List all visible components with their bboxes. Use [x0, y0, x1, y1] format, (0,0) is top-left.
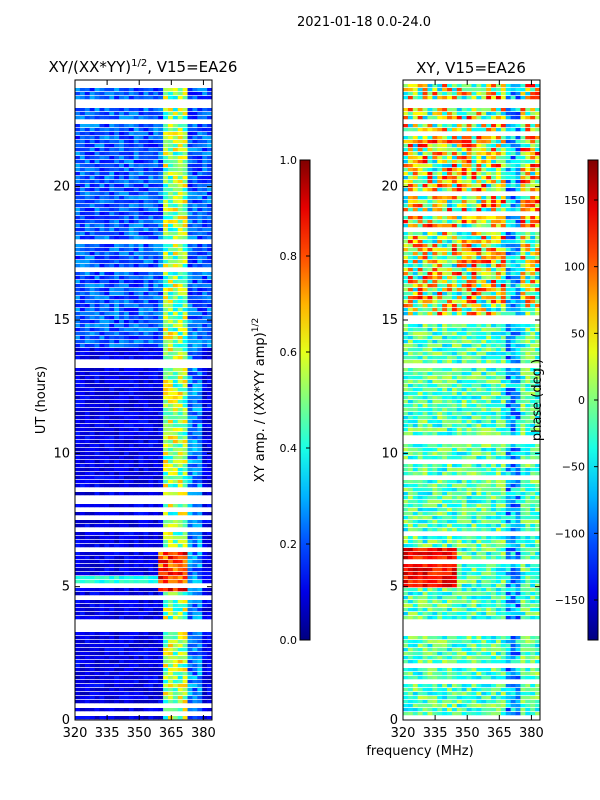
phase-colorbar-label: phase (deg.) [530, 359, 545, 441]
xtick-label: 335 [95, 726, 120, 741]
colorbar-tick-label: −150 [555, 594, 585, 607]
amplitude-colorbar-ticks: 0.0 0.2 0.4 0.6 0.8 1.0 [280, 154, 310, 647]
colorbar-tick-label: 0.4 [280, 442, 298, 455]
phase-xlabel: frequency (MHz) [366, 744, 473, 759]
phase-panel-title: XY, V15=EA26 [416, 59, 526, 77]
ytick-label: 20 [381, 180, 398, 195]
amplitude-ylabel: UT (hours) [34, 366, 49, 434]
xtick-label: 365 [487, 726, 512, 741]
xtick-label: 335 [423, 726, 448, 741]
colorbar-tick-label: 0.2 [280, 538, 298, 551]
xtick-label: 380 [519, 726, 544, 741]
amplitude-heatmap [75, 88, 213, 720]
ytick-label: 0 [390, 713, 398, 728]
ytick-label: 5 [62, 580, 70, 595]
amplitude-axes: 320 335 350 365 380 0 5 10 15 20 [53, 80, 216, 741]
suptitle: 2021-01-18 0.0-24.0 [297, 15, 431, 30]
ytick-label: 20 [53, 180, 70, 195]
amplitude-panel: XY/(XX*YY)1/2, V15=EA26 320 335 350 365 380 0… [34, 58, 237, 741]
phase-colorbar: −150 −100 −50 0 50 100 150 phase (deg.) [530, 159, 599, 641]
phase-colorbar-ticks: −150 −100 −50 0 50 100 150 [555, 194, 598, 607]
colorbar-tick-label: −100 [555, 527, 585, 540]
xtick-label: 350 [455, 726, 480, 741]
ytick-label: 5 [390, 580, 398, 595]
colorbar-tick-label: 1.0 [280, 154, 298, 167]
amplitude-colorbar: 0.0 0.2 0.4 0.6 0.8 1.0 XY amp. / (XX*YY amp)… [251, 154, 311, 647]
colorbar-tick-label: −50 [562, 461, 585, 474]
colorbar-tick-label: 0.6 [280, 346, 298, 359]
amplitude-colorbar-label: XY amp. / (XX*YY amp)1/2 [251, 318, 268, 482]
ytick-label: 10 [381, 446, 398, 461]
xtick-label: 365 [159, 726, 184, 741]
ytick-label: 10 [53, 446, 70, 461]
xtick-label: 320 [63, 726, 88, 741]
xtick-label: 320 [391, 726, 416, 741]
colorbar-tick-label: 0.8 [280, 250, 298, 263]
phase-heatmap [403, 84, 541, 716]
phase-plot-frame [402, 79, 541, 721]
ytick-label: 0 [62, 713, 70, 728]
colorbar-tick-label: 0.0 [280, 634, 298, 647]
colorbar-tick-label: 0 [578, 394, 585, 407]
amplitude-plot-frame [74, 79, 213, 721]
colorbar-tick-label: 100 [564, 261, 585, 274]
amplitude-panel-title: XY/(XX*YY)1/2, V15=EA26 [49, 58, 238, 76]
phase-axes: 320 335 350 365 380 0 5 10 15 20 [381, 80, 544, 741]
xtick-label: 350 [127, 726, 152, 741]
colorbar-tick-label: 50 [571, 327, 585, 340]
colorbar-tick-label: 150 [564, 194, 585, 207]
ytick-label: 15 [53, 313, 70, 328]
ytick-label: 15 [381, 313, 398, 328]
xtick-label: 380 [191, 726, 216, 741]
phase-panel: XY, V15=EA26 320 335 350 365 380 0 5 10 15 20 fre… [366, 59, 544, 759]
amplitude-colorbar-bar [299, 159, 311, 641]
